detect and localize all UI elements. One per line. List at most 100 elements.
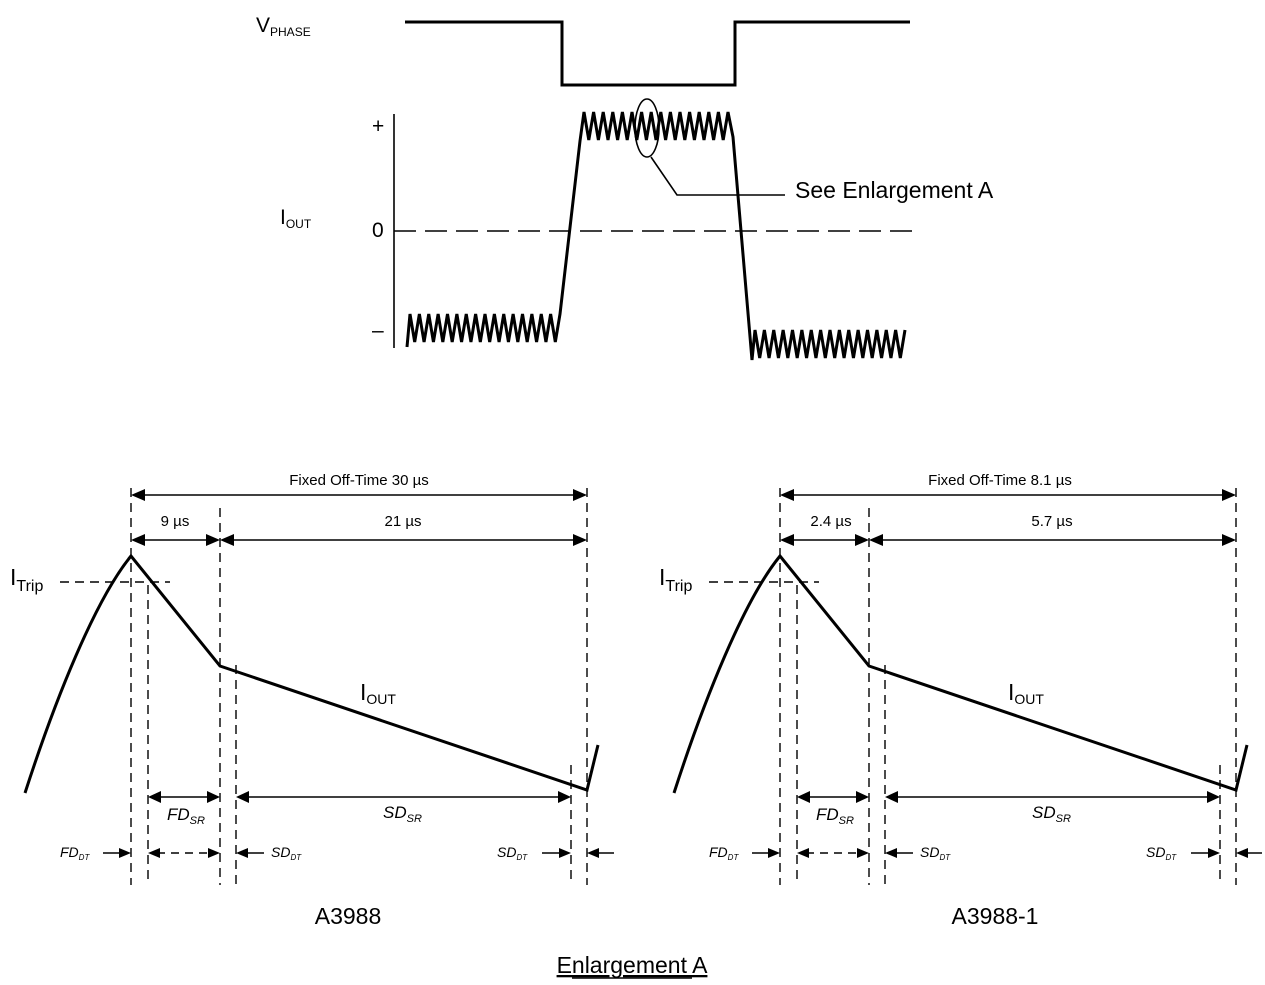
- right-current-waveform: [672, 553, 1249, 794]
- right-i-trip-label: ITrip: [659, 564, 692, 595]
- right-sd-sr-sub: SR: [1056, 813, 1071, 825]
- arrowhead: [236, 848, 248, 858]
- right-fd-sr-label: FDSR: [816, 805, 854, 827]
- arrowhead: [119, 848, 131, 858]
- right-i-trip-sub: Trip: [665, 578, 692, 595]
- left-fixed-off-time-label: Fixed Off-Time 30 µs: [289, 472, 429, 489]
- left-i-out-sub: OUT: [366, 691, 396, 707]
- left-sd-dt2-label: SDDT: [497, 844, 528, 862]
- arrowhead: [855, 534, 869, 546]
- arrowhead: [857, 848, 869, 858]
- right-sd-dt2-label: SDDT: [1146, 844, 1177, 862]
- right-fast-time-label: 2.4 µs: [810, 513, 851, 530]
- right-slow-time-label: 5.7 µs: [1031, 513, 1072, 530]
- arrowhead: [768, 848, 780, 858]
- right-i-out-label: IOUT: [1008, 679, 1044, 707]
- arrowhead: [780, 534, 794, 546]
- left-sd-dt-sub: DT: [290, 853, 302, 862]
- right-panel: Fixed Off-Time 8.1 µs 2.4 µs 5.7 µs ITri…: [659, 472, 1262, 929]
- left-i-trip-label: ITrip: [10, 564, 43, 595]
- i-out-waveform: [405, 111, 907, 361]
- left-sd-dt2-sub: DT: [516, 853, 528, 862]
- arrowhead: [1222, 489, 1236, 501]
- callout-leader: [650, 156, 785, 196]
- arrowhead: [885, 848, 897, 858]
- arrowhead: [573, 489, 587, 501]
- right-sd-dt-label: SDDT: [920, 844, 951, 862]
- zero-label: 0: [372, 219, 384, 242]
- enlargement-callout: See Enlargement A: [795, 177, 994, 203]
- right-sd-sr-label: SDSR: [1032, 803, 1071, 825]
- left-fd-dt-label: FDDT: [60, 844, 90, 862]
- arrowhead: [1208, 848, 1220, 858]
- left-fast-time-label: 9 µs: [161, 513, 190, 530]
- left-fd-dt-main: FD: [60, 844, 79, 860]
- left-i-out-label: IOUT: [360, 679, 396, 707]
- v-phase-sub: PHASE: [270, 25, 311, 39]
- left-caption: A3988: [315, 903, 382, 929]
- arrowhead: [1207, 791, 1220, 803]
- right-fd-sr-sub: SR: [839, 815, 854, 827]
- arrowhead: [797, 848, 809, 858]
- left-i-trip-sub: Trip: [16, 578, 43, 595]
- left-sd-sr-sub: SR: [407, 813, 422, 825]
- right-sd-dt2-main: SD: [1146, 844, 1165, 860]
- left-i-trip-main: I: [10, 564, 16, 590]
- arrowhead: [573, 534, 587, 546]
- left-sd-dt2-main: SD: [497, 844, 516, 860]
- arrowhead: [220, 534, 234, 546]
- arrowhead: [587, 848, 599, 858]
- arrowhead: [148, 791, 161, 803]
- arrowhead: [1236, 848, 1248, 858]
- right-sd-dt-sub: DT: [939, 853, 951, 862]
- i-out-main: I: [280, 206, 286, 229]
- left-sd-dt-main: SD: [271, 844, 290, 860]
- arrowhead: [131, 489, 145, 501]
- left-slow-time-label: 21 µs: [385, 513, 422, 530]
- right-fd-dt-main: FD: [709, 844, 728, 860]
- plus-label: +: [372, 115, 384, 138]
- arrowhead: [236, 791, 249, 803]
- arrowhead: [869, 534, 883, 546]
- arrowhead: [559, 848, 571, 858]
- i-out-sub: OUT: [286, 217, 312, 231]
- right-sd-dt-main: SD: [920, 844, 939, 860]
- right-fixed-off-time-label: Fixed Off-Time 8.1 µs: [928, 472, 1072, 489]
- right-sd-dt2-sub: DT: [1165, 853, 1177, 862]
- top-waveforms: VPHASE IOUT + 0 – See Enlargement A: [256, 14, 994, 361]
- right-fd-dt-label: FDDT: [709, 844, 739, 862]
- right-fd-sr-main: FD: [816, 805, 839, 824]
- left-sd-sr-label: SDSR: [383, 803, 422, 825]
- arrowhead: [558, 791, 571, 803]
- arrowhead: [207, 791, 220, 803]
- left-fd-dt-sub: DT: [79, 853, 91, 862]
- v-phase-label: VPHASE: [256, 14, 311, 39]
- left-fd-sr-sub: SR: [190, 815, 205, 827]
- left-sd-dt-label: SDDT: [271, 844, 302, 862]
- arrowhead: [885, 791, 898, 803]
- enlargement-ellipse: [634, 98, 660, 158]
- arrowhead: [780, 489, 794, 501]
- arrowhead: [148, 848, 160, 858]
- left-panel: Fixed Off-Time 30 µs 9 µs 21 µs ITrip IO…: [10, 472, 614, 929]
- i-out-label: IOUT: [280, 206, 312, 231]
- right-caption: A3988-1: [952, 903, 1039, 929]
- enlargement-title: Enlargement A: [557, 952, 709, 978]
- left-current-waveform: [23, 553, 600, 794]
- arrowhead: [856, 791, 869, 803]
- arrowhead: [208, 848, 220, 858]
- right-i-out-sub: OUT: [1014, 691, 1044, 707]
- arrowhead: [797, 791, 810, 803]
- left-i-out-main: I: [360, 679, 366, 705]
- left-fd-sr-main: FD: [167, 805, 190, 824]
- left-fd-sr-label: FDSR: [167, 805, 205, 827]
- right-sd-sr-main: SD: [1032, 803, 1056, 822]
- left-sd-sr-main: SD: [383, 803, 407, 822]
- v-phase-waveform: [405, 20, 910, 87]
- right-i-out-main: I: [1008, 679, 1014, 705]
- right-fd-dt-sub: DT: [728, 853, 740, 862]
- v-phase-main: V: [256, 14, 270, 37]
- arrowhead: [1222, 534, 1236, 546]
- minus-label: –: [372, 319, 384, 342]
